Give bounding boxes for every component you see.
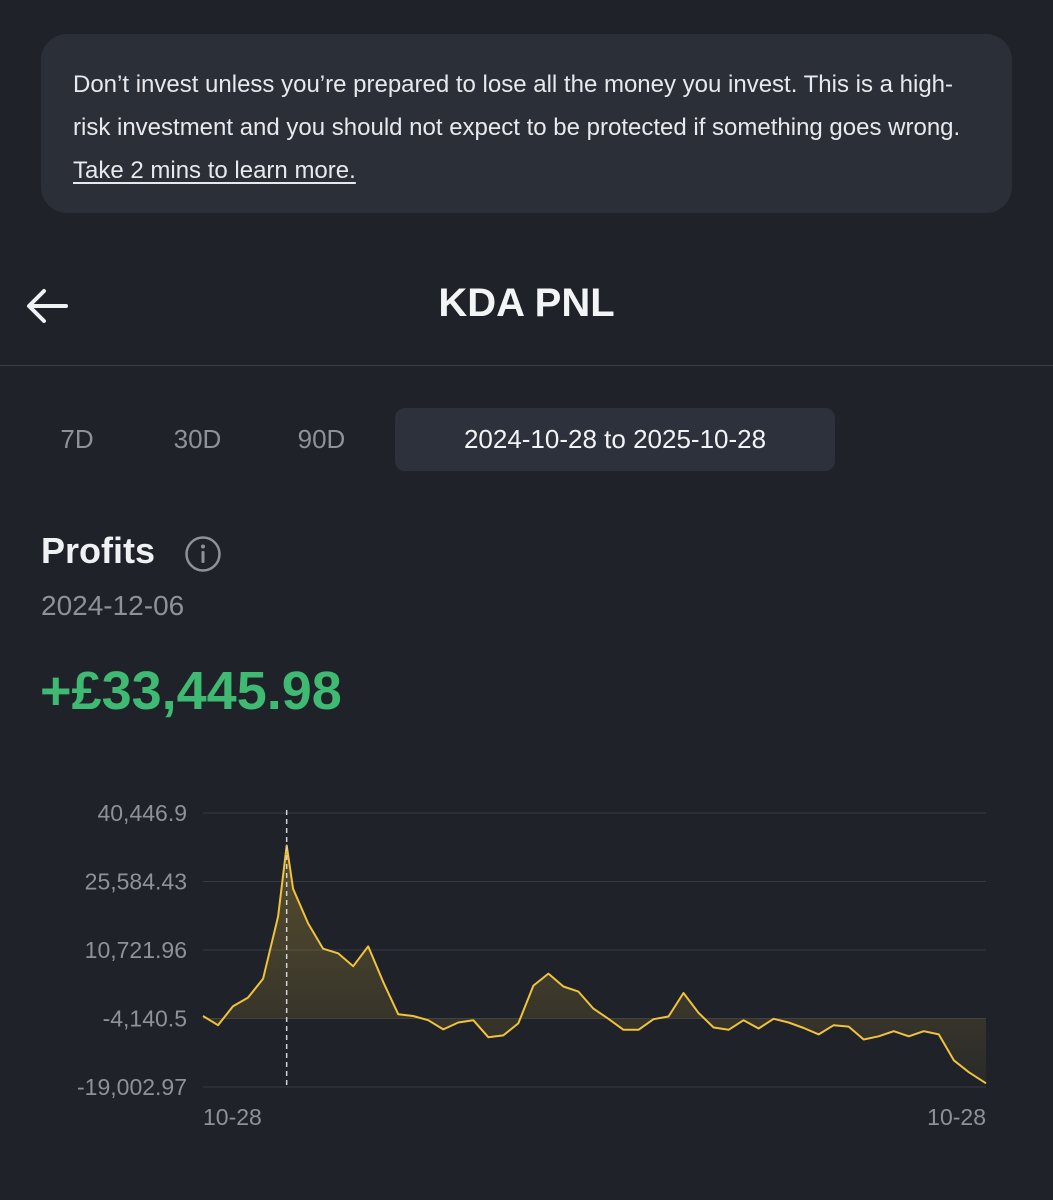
y-tick-label: 25,584.43 bbox=[85, 869, 187, 895]
tab-custom-range[interactable]: 2024-10-28 to 2025-10-28 bbox=[395, 408, 835, 471]
risk-warning-text: Don’t invest unless you’re prepared to l… bbox=[73, 71, 961, 141]
x-tick-label-start: 10-28 bbox=[203, 1104, 262, 1130]
info-icon[interactable] bbox=[184, 535, 222, 573]
profit-value: +£33,445.98 bbox=[40, 661, 342, 721]
profits-label: Profits bbox=[41, 530, 156, 571]
series-line bbox=[202, 844, 987, 1085]
page-title: KDA PNL bbox=[438, 281, 615, 325]
learn-more-link[interactable]: Take 2 mins to learn more. bbox=[73, 157, 356, 184]
y-tick-label: -19,002.97 bbox=[77, 1074, 187, 1100]
info-circle-icon bbox=[185, 536, 221, 572]
back-button[interactable] bbox=[22, 280, 74, 332]
arrow-left-icon bbox=[27, 289, 68, 323]
y-tick-label: -4,140.5 bbox=[103, 1006, 187, 1032]
risk-warning-banner: Don’t invest unless you’re prepared to l… bbox=[41, 34, 1012, 213]
area-fill bbox=[203, 845, 986, 1084]
y-tick-label: 40,446.9 bbox=[97, 800, 187, 826]
selected-date: 2024-12-06 bbox=[41, 590, 185, 621]
page-header: KDA PNL bbox=[0, 250, 1053, 366]
tab-90d[interactable]: 90D bbox=[297, 424, 346, 454]
x-tick-label-end: 10-28 bbox=[927, 1104, 986, 1130]
y-tick-label: 10,721.96 bbox=[85, 937, 187, 963]
tab-7d[interactable]: 7D bbox=[60, 424, 94, 454]
tab-30d[interactable]: 30D bbox=[173, 424, 222, 454]
pnl-line-chart[interactable]: 40,446.9 25,584.43 10,721.96 -4,140.5 -19,00… bbox=[0, 780, 1053, 1140]
